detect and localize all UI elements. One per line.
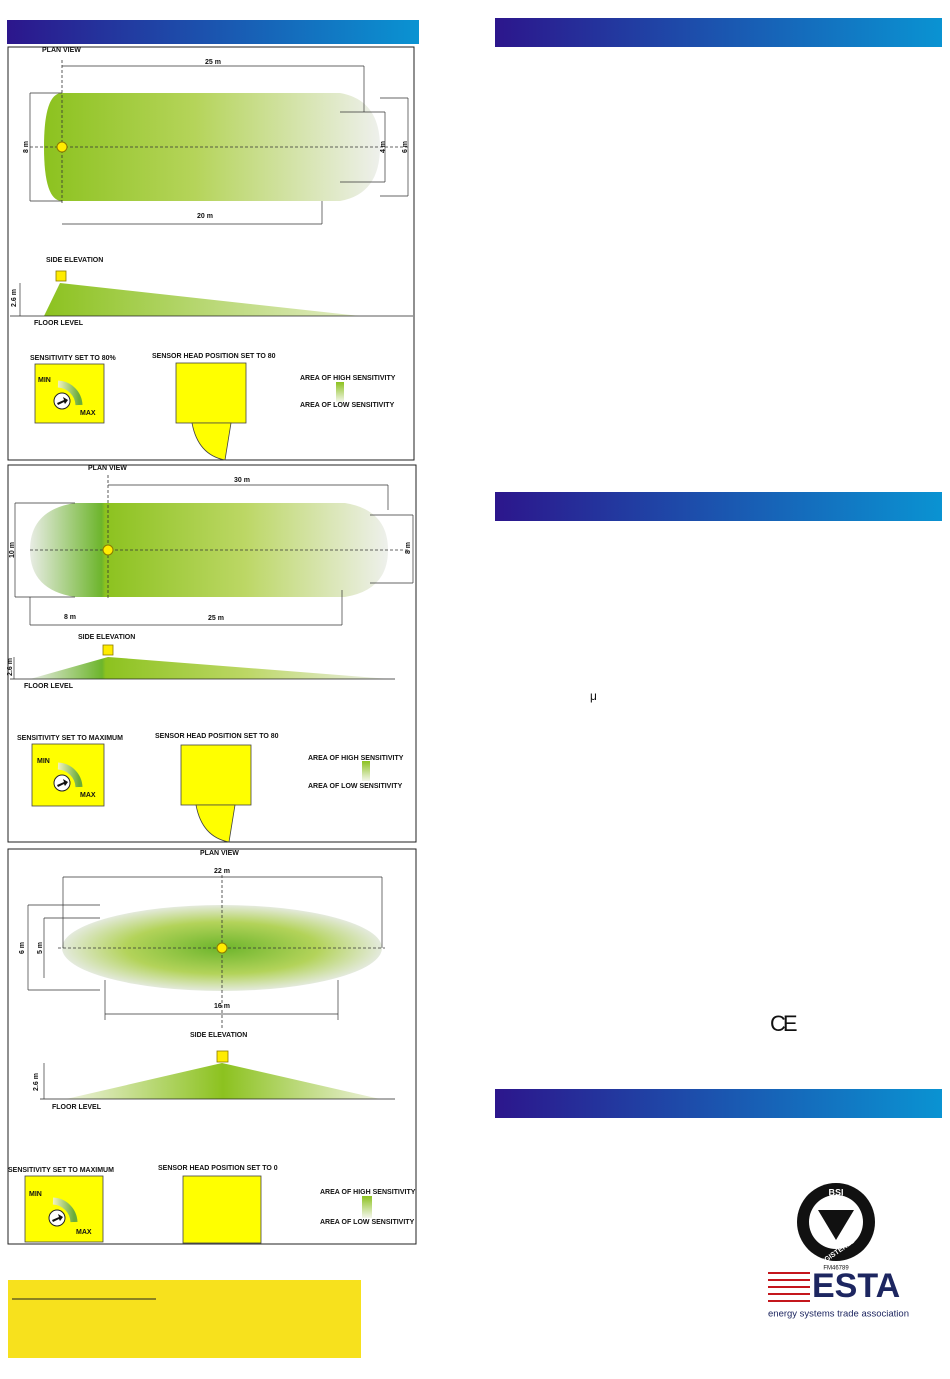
sensitivity-arc (52, 1197, 78, 1223)
side-coverage (44, 283, 360, 316)
legend-gradient (336, 382, 344, 402)
dial-arrow (57, 779, 68, 787)
sensor-head (216, 1050, 229, 1063)
section-bar (495, 1089, 942, 1118)
min-label: MIN (29, 1191, 42, 1198)
sensitivity-label: SENSITIVITY SET TO MAXIMUM (17, 735, 123, 742)
legend-high: AREA OF HIGH SENSITIVITY (300, 375, 396, 382)
sensitivity-box (34, 363, 105, 424)
legend-low: AREA OF LOW SENSITIVITY (300, 402, 395, 409)
floor-level-label: FLOOR LEVEL (24, 683, 74, 690)
section-bar (495, 492, 942, 521)
side-elevation-label: SIDE ELEVATION (78, 634, 135, 641)
bsi-certificate: FM46789 (823, 1266, 849, 1272)
head-position-box (182, 1175, 262, 1244)
head-position-label: SENSOR HEAD POSITION SET TO 80 (152, 353, 276, 360)
dimension-label: 4 m (380, 141, 387, 153)
plan-view-label: PLAN VIEW (42, 47, 81, 54)
sensitivity-label: SENSITIVITY SET TO 80% (30, 355, 116, 362)
section-bar (7, 20, 419, 44)
height-label: 2.6 m (7, 658, 14, 676)
sensor-head (55, 270, 67, 282)
side-coverage (30, 657, 390, 679)
sensitivity-label: SENSITIVITY SET TO MAXIMUM (8, 1167, 114, 1174)
esta-lines (768, 1272, 810, 1302)
head-tab (191, 422, 232, 461)
dimension-label: 6 m (19, 942, 26, 954)
height-label: 2.6 m (11, 289, 18, 307)
side-coverage (66, 1063, 380, 1099)
dimension-label: 8 m (64, 614, 76, 621)
dimension-label: 5 m (37, 942, 44, 954)
esta-logo: ESTA energy systems trade association (768, 1267, 909, 1320)
floor-level-label: FLOOR LEVEL (52, 1104, 102, 1111)
dimension-label: 6 m (402, 141, 409, 153)
legend-low: AREA OF LOW SENSITIVITY (308, 783, 403, 790)
min-label: MIN (38, 377, 51, 384)
legend-low: AREA OF LOW SENSITIVITY (320, 1219, 415, 1226)
dimension-label: 20 m (197, 213, 213, 220)
sensor (216, 942, 228, 954)
kitemark (818, 1210, 854, 1240)
dimension-label: 8 m (23, 141, 30, 153)
side-elevation-label: SIDE ELEVATION (46, 257, 103, 264)
max-label: MAX (80, 792, 96, 799)
plan-view-label: PLAN VIEW (88, 465, 127, 472)
sensor (56, 141, 68, 153)
head-tab (195, 804, 236, 843)
legend-high: AREA OF HIGH SENSITIVITY (308, 755, 404, 762)
esta-tagline: energy systems trade association (768, 1309, 909, 1320)
sensitivity-arc (57, 762, 83, 788)
side-elevation-label: SIDE ELEVATION (190, 1032, 247, 1039)
dimension-label: 16 m (214, 1003, 230, 1010)
legend-gradient (362, 761, 370, 781)
head-position-box (175, 362, 247, 424)
plan-view-label: PLAN VIEW (200, 850, 239, 857)
head-position-box (180, 744, 252, 806)
dimension-label: 22 m (214, 868, 230, 875)
symbol: μ (590, 689, 597, 703)
dimension-label: 30 m (234, 477, 250, 484)
ce-mark: CE (770, 1011, 797, 1036)
note-box (8, 1280, 361, 1358)
dimension-label: 25 m (208, 615, 224, 622)
max-label: MAX (80, 410, 96, 417)
min-label: MIN (37, 758, 50, 765)
sensor-head (102, 644, 114, 656)
dimension-label: 8 m (405, 542, 412, 554)
dial-arrow (57, 397, 68, 405)
section-bar (495, 18, 942, 47)
sensitivity-box (24, 1175, 104, 1243)
dial-arrow (52, 1214, 63, 1222)
sensor (102, 544, 114, 556)
bsi-logo: BSI REGISTERED FM46789 (797, 1183, 875, 1272)
legend-high: AREA OF HIGH SENSITIVITY (320, 1189, 416, 1196)
sensitivity-box (31, 743, 105, 807)
dimension-label: 10 m (9, 542, 16, 558)
dimension-label: 25 m (205, 59, 221, 66)
head-position-label: SENSOR HEAD POSITION SET TO 80 (155, 733, 279, 740)
bsi-text: BSI (828, 1187, 843, 1197)
floor-level-label: FLOOR LEVEL (34, 320, 84, 327)
sensitivity-arc (57, 380, 83, 406)
plan-coverage (30, 503, 388, 597)
esta-text: ESTA (812, 1267, 900, 1305)
head-position-label: SENSOR HEAD POSITION SET TO 0 (158, 1165, 278, 1172)
max-label: MAX (76, 1229, 92, 1236)
legend-gradient (362, 1196, 372, 1218)
height-label: 2.6 m (33, 1073, 40, 1091)
